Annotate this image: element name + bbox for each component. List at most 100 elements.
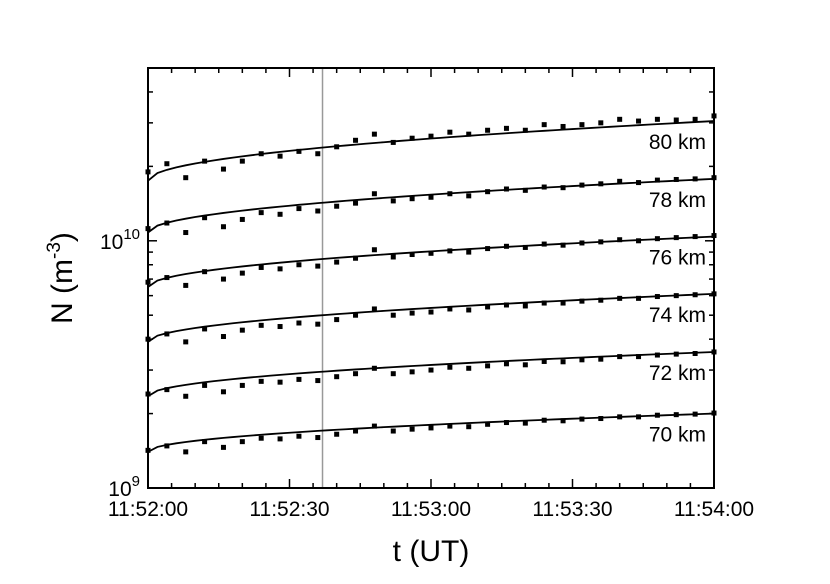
data-point [692, 176, 698, 182]
data-point [617, 237, 623, 243]
data-point [334, 317, 340, 323]
data-point [598, 416, 604, 422]
axes-ticks [147, 67, 715, 489]
data-point [277, 379, 283, 385]
data-point [353, 200, 359, 206]
data-point [296, 206, 302, 212]
data-point [560, 359, 566, 365]
series-74-km [145, 291, 717, 345]
data-point [503, 125, 509, 131]
data-point [522, 127, 528, 133]
y-tick-label: 109 [108, 473, 140, 501]
data-point [598, 239, 604, 245]
data-point [598, 356, 604, 362]
data-point [315, 151, 321, 157]
data-point [673, 235, 679, 241]
data-point [390, 254, 396, 260]
data-point [409, 196, 415, 202]
data-point [466, 249, 472, 255]
data-point [541, 184, 547, 190]
data-point [598, 181, 604, 187]
data-point [636, 354, 642, 360]
data-point [315, 321, 321, 327]
data-point [428, 133, 434, 139]
data-point [560, 123, 566, 129]
data-point [503, 186, 509, 192]
x-tick-label: 11:52:30 [249, 498, 329, 521]
series-70-km [145, 410, 717, 455]
data-point [202, 439, 208, 445]
data-point [164, 443, 170, 449]
series-label: 78 km [649, 189, 706, 212]
data-point [447, 364, 453, 370]
x-tick-label: 11:53:30 [532, 498, 612, 521]
data-point [258, 322, 264, 328]
data-point [315, 208, 321, 214]
data-point [334, 259, 340, 265]
data-point [277, 153, 283, 159]
data-point [522, 420, 528, 426]
series-80-km [145, 113, 717, 182]
data-point [579, 357, 585, 363]
data-point [541, 300, 547, 306]
data-point [466, 424, 472, 430]
data-point [428, 250, 434, 256]
data-point [296, 262, 302, 268]
x-tick-label: 11:52:00 [108, 498, 188, 521]
data-point [220, 389, 226, 395]
data-point [503, 361, 509, 367]
data-point [673, 412, 679, 418]
fit-curve [147, 351, 715, 398]
data-point [409, 310, 415, 316]
data-point [636, 295, 642, 301]
y-tick-label: 1010 [100, 226, 140, 254]
data-point [183, 449, 189, 455]
data-point [598, 120, 604, 126]
data-point [220, 444, 226, 450]
data-point [353, 255, 359, 261]
data-point [654, 177, 660, 183]
data-point [353, 137, 359, 143]
x-tick-labels: 11:52:00 11:52:30 11:53:00 11:53:30 11:54:00 [108, 498, 754, 521]
data-point [560, 300, 566, 306]
data-point [202, 215, 208, 221]
data-point [183, 339, 189, 345]
data-point [334, 431, 340, 437]
data-point [673, 117, 679, 123]
data-point [277, 436, 283, 442]
data-point [183, 175, 189, 181]
data-point [654, 294, 660, 300]
data-point [485, 189, 491, 195]
data-point [334, 203, 340, 209]
data-point [202, 158, 208, 164]
data-point [617, 178, 623, 184]
data-point [164, 387, 170, 393]
data-point [617, 414, 623, 420]
y-axis-title-exponent: -3 [44, 242, 65, 259]
data-point [202, 326, 208, 332]
data-point [447, 248, 453, 254]
data-point [220, 276, 226, 282]
data-point [390, 428, 396, 434]
data-point [541, 122, 547, 128]
data-point [164, 220, 170, 226]
data-point [560, 185, 566, 191]
data-point [541, 358, 547, 364]
fit-curve [147, 235, 715, 288]
data-point [164, 275, 170, 281]
data-point [636, 118, 642, 124]
data-point [371, 365, 377, 371]
data-point [466, 365, 472, 371]
data-point [183, 230, 189, 236]
data-point [673, 351, 679, 357]
series-label: 74 km [649, 304, 706, 327]
data-point [371, 306, 377, 312]
data-point [692, 292, 698, 298]
data-point [239, 439, 245, 445]
data-point [560, 242, 566, 248]
data-point [579, 416, 585, 422]
data-point [485, 421, 491, 427]
x-axis-title: t (UT) [393, 535, 470, 568]
fit-curve [147, 412, 715, 453]
data-point [636, 238, 642, 244]
